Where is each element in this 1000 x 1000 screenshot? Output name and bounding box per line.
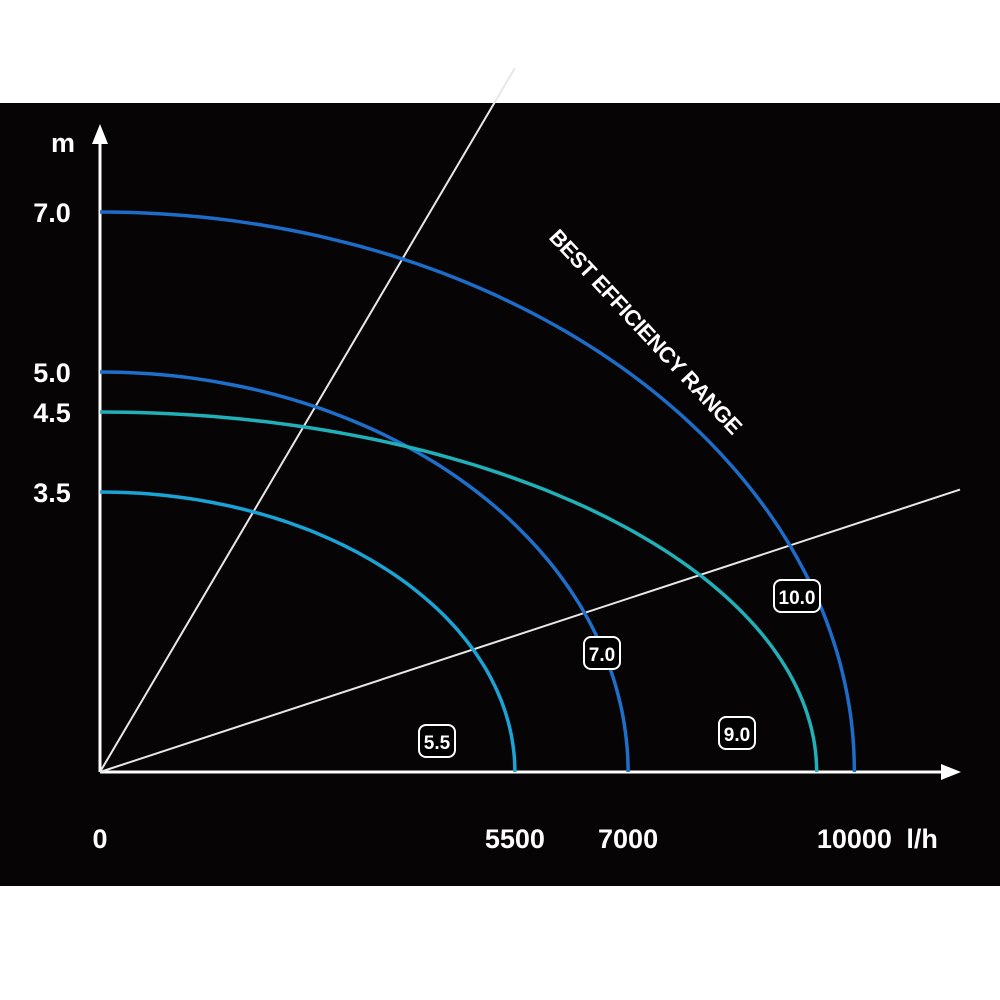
efficiency-line-2 [99, 488, 961, 773]
axes [92, 124, 961, 780]
curve-badge-10.0 [773, 579, 821, 613]
y-axis-arrow [92, 124, 108, 144]
x-tick-label: 5500 [485, 824, 545, 854]
y-tick-label: 4.5 [33, 398, 71, 428]
x-unit-label: l/h [906, 824, 938, 854]
curve-badges: 5.5 7.0 9.0 10.0 [418, 579, 821, 758]
x-tick-label: 0 [92, 824, 107, 854]
y-tick-label: 7.0 [33, 198, 71, 228]
curve-badge-label-7.0: 7.0 [589, 645, 615, 666]
curve-badge-label-10.0: 10.0 [779, 588, 816, 609]
pump-curves [99, 210, 857, 773]
y-tick-label: 5.0 [33, 358, 71, 388]
y-unit-label: m [51, 128, 75, 158]
efficiency-lines [99, 67, 961, 773]
tick-labels: 3.5 4.5 5.0 7.0 0 5500 7000 10000 l/h [33, 198, 938, 854]
pump-curve-5.5 [99, 490, 517, 773]
curve-badge-label-5.5: 5.5 [424, 733, 451, 754]
best-efficiency-range-label: BEST EFFICIENCY RANGE [544, 224, 747, 439]
x-tick-label: 7000 [598, 824, 658, 854]
x-tick-label: 10000 [817, 824, 892, 854]
curve-badge-7.0 [583, 636, 621, 670]
curve-badge-label-9.0: 9.0 [724, 725, 750, 746]
y-tick-label: 3.5 [33, 478, 71, 508]
pump-curve-9.0 [99, 410, 819, 773]
curve-badge-5.5 [418, 724, 456, 758]
efficiency-line-1 [99, 67, 516, 773]
pump-curve-10.0 [99, 210, 857, 773]
curve-badge-9.0 [718, 716, 756, 750]
x-axis-arrow [941, 764, 961, 780]
pump-curve-7.0 [99, 370, 630, 773]
